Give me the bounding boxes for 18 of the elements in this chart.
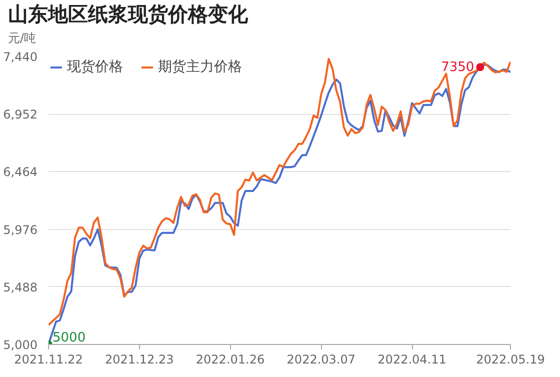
x-tick-label: 2022.05.19 xyxy=(476,352,545,366)
chart-title: 山东地区纸浆现货价格变化 xyxy=(8,1,248,28)
x-tick-label: 2022.03.07 xyxy=(286,352,356,366)
x-tick-label: 2022.01.26 xyxy=(196,352,265,366)
data-label: 7350 xyxy=(441,60,474,76)
x-tick-label: 2022.04.11 xyxy=(378,352,446,366)
y-tick-label: 6,464 xyxy=(3,165,38,180)
x-tick-label: 2021.12.23 xyxy=(105,352,174,366)
legend-label: 现货价格 xyxy=(67,58,123,76)
y-tick-label: 5,000 xyxy=(3,338,38,352)
y-tick-label: 5,976 xyxy=(3,222,38,237)
x-tick-label: 2021.11.22 xyxy=(14,352,83,366)
legend-label: 期货主力价格 xyxy=(158,58,242,76)
y-axis-title: 元/吨 xyxy=(8,30,36,47)
y-tick-label: 5,488 xyxy=(3,280,38,294)
y-tick-label: 7,440 xyxy=(3,50,38,64)
data-label: 5000 xyxy=(52,330,86,346)
y-tick-label: 6,952 xyxy=(3,108,38,122)
